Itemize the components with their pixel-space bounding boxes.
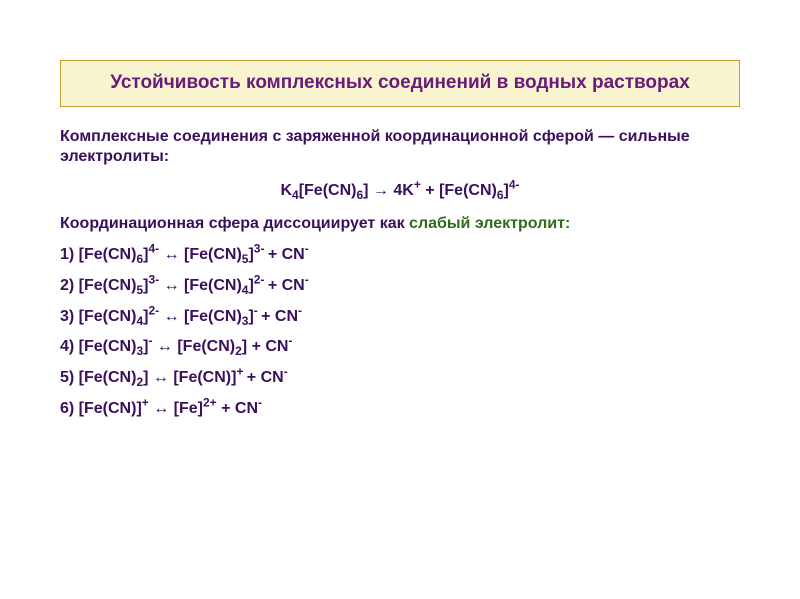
main-equation: K4[Fe(CN)6] → 4K+ + [Fe(CN)6]4- <box>60 182 740 200</box>
dissociation-step: 1) [Fe(CN)6]4- ↔ [Fe(CN)5]3- + CN- <box>60 245 740 266</box>
intro-text: Комплексные соединения с заряженной коор… <box>60 127 740 169</box>
sub-intro-weak: слабый электролит: <box>409 215 570 232</box>
dissociation-step: 4) [Fe(CN)3]- ↔ [Fe(CN)2] + CN- <box>60 337 740 358</box>
dissociation-step: 2) [Fe(CN)5]3- ↔ [Fe(CN)4]2- + CN- <box>60 276 740 297</box>
slide-container: Устойчивость комплексных соединений в во… <box>0 0 800 440</box>
dissociation-steps: 1) [Fe(CN)6]4- ↔ [Fe(CN)5]3- + CN- 2) [Fe… <box>60 245 740 420</box>
sub-intro-prefix: Координационная сфера диссоциирует как <box>60 215 409 232</box>
dissociation-step: 3) [Fe(CN)4]2- ↔ [Fe(CN)3]- + CN- <box>60 307 740 328</box>
dissociation-step: 6) [Fe(CN)]+ ↔ [Fe]2+ + CN- <box>60 399 740 420</box>
sub-intro: Координационная сфера диссоциирует как с… <box>60 214 740 235</box>
dissociation-step: 5) [Fe(CN)2] ↔ [Fe(CN)]+ + CN- <box>60 368 740 389</box>
title-box: Устойчивость комплексных соединений в во… <box>60 60 740 107</box>
slide-title: Устойчивость комплексных соединений в во… <box>81 71 719 96</box>
